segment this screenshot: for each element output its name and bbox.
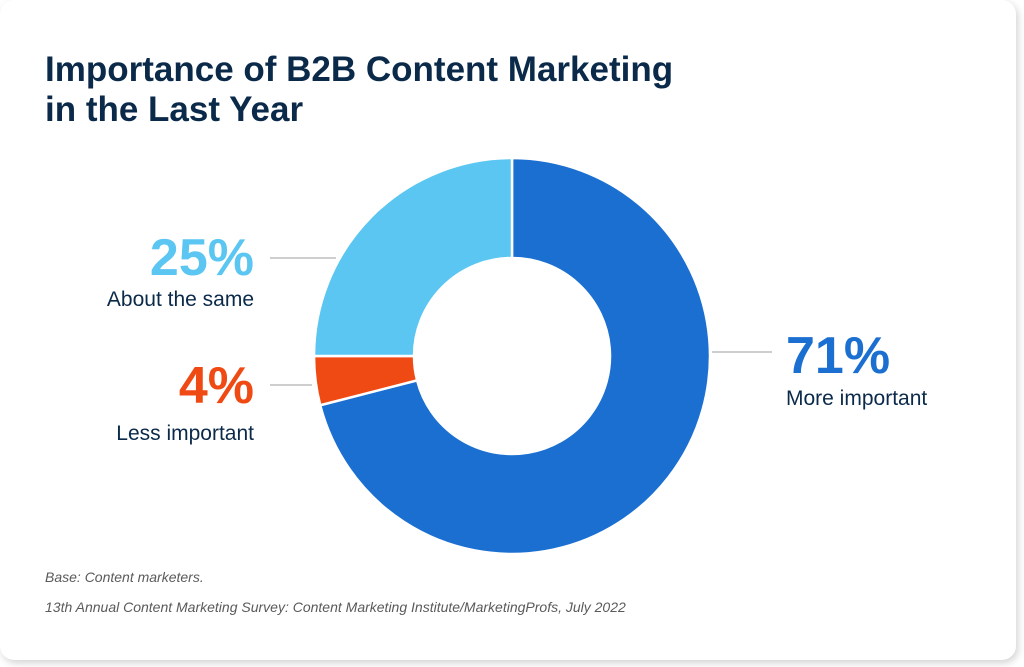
slice-value-more-important: 71% (786, 327, 891, 385)
donut-slice-more-important (318, 156, 712, 556)
footnote-base: Base: Content marketers. (45, 569, 204, 585)
footnote-source: 13th Annual Content Marketing Survey: Co… (45, 599, 626, 615)
donut-slice-about-the-same (312, 156, 514, 358)
slice-value-about-the-same: 25% (149, 229, 254, 287)
chart-title-line-1: Importance of B2B Content Marketing (45, 50, 674, 89)
slice-value-less-important: 4% (178, 357, 254, 415)
chart-title: Importance of B2B Content Marketing in t… (45, 50, 673, 130)
chart-title-line-2: in the Last Year (45, 90, 304, 129)
slice-label-less-important: Less important (116, 422, 254, 445)
slice-label-about-the-same: About the same (106, 288, 254, 311)
slice-label-more-important: More important (786, 387, 928, 410)
